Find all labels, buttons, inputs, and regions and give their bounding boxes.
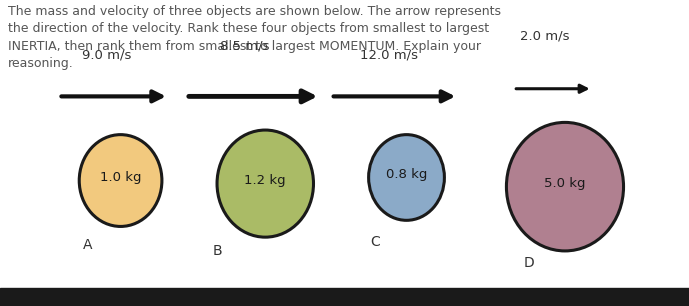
Bar	[0, 288, 689, 306]
Text: 9.0 m/s: 9.0 m/s	[82, 48, 132, 61]
Text: D: D	[524, 256, 535, 270]
Text: B: B	[212, 244, 222, 258]
Ellipse shape	[369, 135, 444, 220]
Text: C: C	[370, 235, 380, 249]
Text: A: A	[83, 238, 92, 252]
Text: 8.5 m/s: 8.5 m/s	[220, 39, 269, 52]
Ellipse shape	[79, 135, 162, 226]
Text: 2.0 m/s: 2.0 m/s	[520, 30, 569, 43]
Text: The mass and velocity of three objects are shown below. The arrow represents
the: The mass and velocity of three objects a…	[8, 5, 502, 70]
Text: 1.2 kg: 1.2 kg	[245, 174, 286, 187]
Text: 1.0 kg: 1.0 kg	[100, 171, 141, 184]
Text: 12.0 m/s: 12.0 m/s	[360, 48, 418, 61]
Text: 0.8 kg: 0.8 kg	[386, 168, 427, 181]
Text: 5.0 kg: 5.0 kg	[544, 177, 586, 190]
Ellipse shape	[217, 130, 313, 237]
Ellipse shape	[506, 122, 624, 251]
